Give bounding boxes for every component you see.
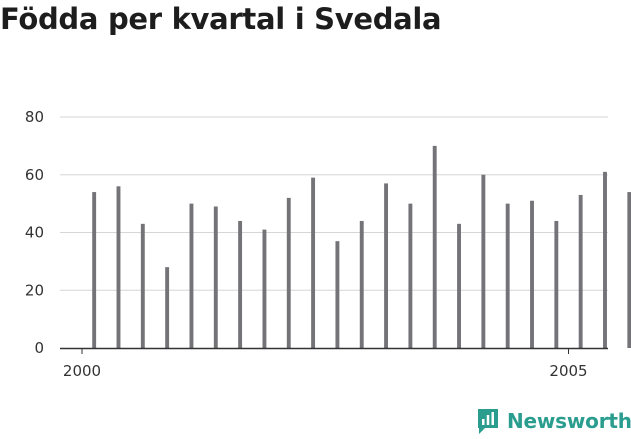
bar — [286, 197, 291, 348]
y-tick-label: 80 — [25, 108, 44, 126]
gridlines — [60, 116, 608, 291]
bar — [481, 174, 486, 348]
x-axis — [60, 347, 608, 354]
chart-title: Födda per kvartal i Svedala — [0, 2, 442, 36]
bar — [311, 177, 316, 348]
bar — [213, 206, 218, 348]
brand-name: Newsworthy — [507, 409, 631, 433]
x-tick-label: 2000 — [63, 362, 101, 380]
bar — [457, 223, 461, 348]
bar — [189, 203, 194, 349]
bar — [140, 223, 145, 348]
bar — [384, 183, 389, 348]
bar — [335, 241, 340, 348]
bar — [578, 194, 583, 348]
newsworthy-logo-icon — [478, 409, 498, 434]
bar — [116, 186, 121, 348]
bar — [359, 220, 364, 348]
bar — [432, 145, 437, 349]
bar — [165, 267, 170, 348]
bar — [554, 220, 559, 348]
bar — [408, 203, 413, 349]
y-tick-label: 0 — [34, 339, 44, 357]
y-tick-label: 60 — [25, 166, 44, 184]
y-tick-label: 40 — [25, 224, 44, 242]
bar — [262, 229, 267, 348]
x-tick-labels: 200020052010201520202025 — [63, 362, 588, 380]
bar — [505, 203, 510, 349]
x-tick-label: 2005 — [549, 362, 587, 380]
y-axis: 0 20 40 60 80 — [25, 108, 44, 357]
bar — [530, 200, 534, 348]
bar — [238, 220, 243, 348]
bar — [92, 192, 97, 348]
y-tick-label: 20 — [25, 281, 44, 299]
brand-logo: Newsworthy — [476, 407, 631, 435]
bar — [603, 171, 607, 348]
bar-series — [92, 145, 631, 349]
bar — [627, 192, 631, 348]
